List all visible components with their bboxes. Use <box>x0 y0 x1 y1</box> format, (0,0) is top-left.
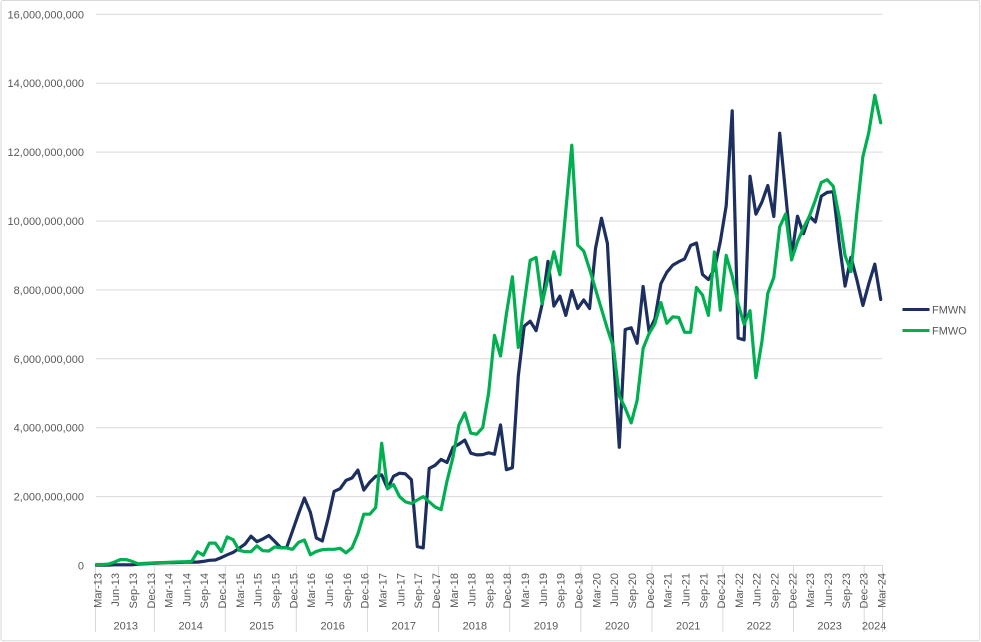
svg-text:FMWN: FMWN <box>932 305 966 317</box>
svg-text:4,000,000,000: 4,000,000,000 <box>14 423 84 435</box>
svg-text:2022: 2022 <box>747 621 771 633</box>
svg-text:Dec-13: Dec-13 <box>146 573 158 608</box>
svg-text:Mar-16: Mar-16 <box>306 573 318 608</box>
svg-text:Mar-24: Mar-24 <box>877 573 889 608</box>
svg-text:Mar-22: Mar-22 <box>734 573 746 608</box>
svg-text:Dec-17: Dec-17 <box>431 573 443 608</box>
svg-text:Jun-21: Jun-21 <box>680 573 692 607</box>
svg-text:Sep-13: Sep-13 <box>128 573 140 608</box>
svg-text:10,000,000,000: 10,000,000,000 <box>8 216 84 228</box>
svg-text:Sep-22: Sep-22 <box>770 573 782 608</box>
svg-text:Sep-14: Sep-14 <box>199 573 211 608</box>
svg-text:Jun-19: Jun-19 <box>538 573 550 607</box>
svg-text:Mar-17: Mar-17 <box>378 573 390 608</box>
svg-text:Jun-15: Jun-15 <box>253 573 265 607</box>
svg-text:Jun-22: Jun-22 <box>752 573 764 607</box>
svg-text:2,000,000,000: 2,000,000,000 <box>14 492 84 504</box>
svg-text:Dec-23: Dec-23 <box>859 573 871 608</box>
svg-text:Dec-14: Dec-14 <box>217 573 229 608</box>
svg-text:Jun-20: Jun-20 <box>609 573 621 607</box>
svg-text:2024: 2024 <box>862 621 886 633</box>
svg-text:Sep-15: Sep-15 <box>271 573 283 608</box>
svg-text:Jun-14: Jun-14 <box>181 573 193 607</box>
svg-text:FMWO: FMWO <box>932 326 967 338</box>
svg-text:Jun-13: Jun-13 <box>110 573 122 607</box>
svg-text:2019: 2019 <box>534 621 558 633</box>
svg-text:2023: 2023 <box>817 621 841 633</box>
svg-text:Jun-18: Jun-18 <box>467 573 479 607</box>
svg-text:Jun-16: Jun-16 <box>324 573 336 607</box>
svg-text:6,000,000,000: 6,000,000,000 <box>14 354 84 366</box>
svg-text:8,000,000,000: 8,000,000,000 <box>14 285 84 297</box>
svg-text:Sep-20: Sep-20 <box>627 573 639 608</box>
svg-text:2020: 2020 <box>605 621 629 633</box>
svg-text:0: 0 <box>78 561 84 573</box>
svg-text:Jun-23: Jun-23 <box>823 573 835 607</box>
svg-text:2015: 2015 <box>249 621 273 633</box>
svg-text:2016: 2016 <box>320 621 344 633</box>
svg-text:Dec-16: Dec-16 <box>360 573 372 608</box>
svg-text:14,000,000,000: 14,000,000,000 <box>8 78 84 90</box>
svg-text:12,000,000,000: 12,000,000,000 <box>8 147 84 159</box>
svg-text:Sep-17: Sep-17 <box>413 573 425 608</box>
svg-text:Jun-17: Jun-17 <box>395 573 407 607</box>
svg-text:Mar-13: Mar-13 <box>92 573 104 608</box>
svg-text:2018: 2018 <box>463 621 487 633</box>
svg-text:Sep-18: Sep-18 <box>484 573 496 608</box>
svg-text:Sep-19: Sep-19 <box>556 573 568 608</box>
svg-text:Dec-18: Dec-18 <box>502 573 514 608</box>
svg-text:2014: 2014 <box>178 621 202 633</box>
svg-text:16,000,000,000: 16,000,000,000 <box>8 9 84 21</box>
svg-text:Dec-15: Dec-15 <box>288 573 300 608</box>
svg-text:Sep-16: Sep-16 <box>342 573 354 608</box>
svg-text:Dec-20: Dec-20 <box>645 573 657 608</box>
svg-text:Dec-22: Dec-22 <box>787 573 799 608</box>
svg-text:Dec-21: Dec-21 <box>716 573 728 608</box>
svg-text:Mar-18: Mar-18 <box>449 573 461 608</box>
svg-text:2021: 2021 <box>676 621 700 633</box>
svg-text:2017: 2017 <box>392 621 416 633</box>
svg-text:Mar-21: Mar-21 <box>663 573 675 608</box>
svg-text:Sep-21: Sep-21 <box>698 573 710 608</box>
svg-text:Mar-14: Mar-14 <box>164 573 176 608</box>
svg-text:Mar-19: Mar-19 <box>520 573 532 608</box>
svg-text:Mar-15: Mar-15 <box>235 573 247 608</box>
svg-text:Mar-20: Mar-20 <box>591 573 603 608</box>
svg-text:Mar-23: Mar-23 <box>805 573 817 608</box>
svg-text:Sep-23: Sep-23 <box>841 573 853 608</box>
svg-text:Dec-19: Dec-19 <box>574 573 586 608</box>
svg-text:2013: 2013 <box>114 621 138 633</box>
